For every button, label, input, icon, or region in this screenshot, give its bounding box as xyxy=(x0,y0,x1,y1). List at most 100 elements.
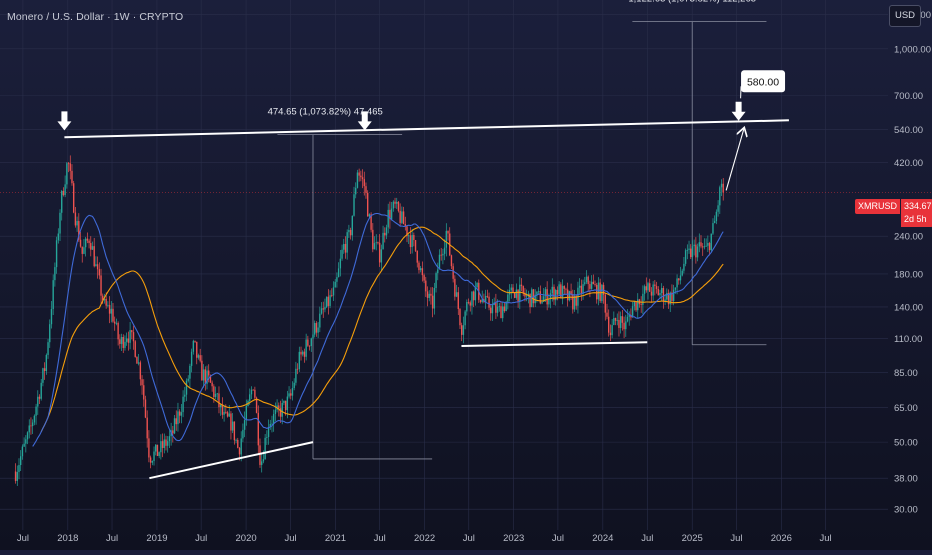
candle-body xyxy=(613,318,614,325)
candle-body xyxy=(73,183,74,212)
candle-body xyxy=(401,211,402,223)
x-tick-label: 2018 xyxy=(57,533,78,544)
candle-body xyxy=(581,286,582,294)
y-tick-label: 110.00 xyxy=(894,334,922,345)
candle-body xyxy=(179,411,180,415)
candle-body xyxy=(49,324,50,342)
candle-body xyxy=(68,163,69,164)
candle-body xyxy=(565,289,566,290)
candle-body xyxy=(678,278,679,280)
candle-body xyxy=(348,230,349,232)
candle-body xyxy=(32,422,33,426)
candle-body xyxy=(319,314,320,328)
candle-body xyxy=(555,290,556,300)
candle-body xyxy=(193,341,194,352)
candle-body xyxy=(194,341,195,342)
candle-body xyxy=(188,379,189,381)
candle-body xyxy=(430,294,431,296)
candle-body xyxy=(605,295,606,313)
candle-body xyxy=(230,414,231,431)
candle-body xyxy=(198,355,199,358)
candle-body xyxy=(408,235,409,236)
candle-body xyxy=(470,302,471,305)
candle-body xyxy=(283,401,284,403)
candle-body xyxy=(617,320,618,321)
candle-body xyxy=(399,211,400,223)
x-tick-label: Jul xyxy=(106,533,118,544)
candle-body xyxy=(622,316,623,323)
candle-body xyxy=(217,393,218,394)
currency-button[interactable]: USD xyxy=(889,5,921,27)
candle-body xyxy=(569,291,570,300)
candle-body xyxy=(258,413,259,445)
candle-body xyxy=(143,385,144,399)
candle-body xyxy=(302,352,303,355)
candle-body xyxy=(203,369,204,380)
x-tick-label: Jul xyxy=(195,533,207,544)
candle-body xyxy=(22,447,23,457)
candle-body xyxy=(331,295,332,296)
candle-body xyxy=(82,247,83,254)
candle-body xyxy=(282,403,283,417)
candle-body xyxy=(676,278,677,287)
x-tick-label: 2025 xyxy=(682,533,703,544)
candle-body xyxy=(152,461,153,463)
candle-body xyxy=(466,302,467,311)
candle-body xyxy=(695,245,696,258)
y-tick-label: 180.00 xyxy=(894,269,923,280)
candle-body xyxy=(129,330,130,343)
candle-body xyxy=(297,369,298,370)
candle-body xyxy=(93,246,94,266)
candle-body xyxy=(463,325,464,335)
candle-body xyxy=(164,439,165,447)
candle-body xyxy=(229,414,230,417)
candle-body xyxy=(177,411,178,424)
candle-body xyxy=(673,290,674,301)
candle-body xyxy=(109,305,110,314)
candle-body xyxy=(610,333,611,336)
candle-body xyxy=(136,357,137,364)
candle-body xyxy=(591,282,592,289)
candle-body xyxy=(386,227,387,235)
candle-body xyxy=(293,383,294,388)
candle-body xyxy=(27,432,28,439)
candle-body xyxy=(714,221,715,223)
y-tick-label: 30.00 xyxy=(894,505,918,516)
candle-body xyxy=(487,296,488,297)
candle-body xyxy=(458,292,459,309)
candle-body xyxy=(87,239,88,241)
candle-body xyxy=(90,243,91,250)
candle-body xyxy=(333,287,334,295)
candle-body xyxy=(254,390,255,398)
candle-body xyxy=(273,414,274,424)
candle-body xyxy=(189,366,190,379)
candle-body xyxy=(70,163,71,171)
candle-body xyxy=(148,438,149,457)
candle-body xyxy=(379,243,380,263)
candle-body xyxy=(235,440,236,441)
candle-body xyxy=(434,288,435,308)
candle-body xyxy=(367,193,368,217)
candle-body xyxy=(381,249,382,262)
candle-body xyxy=(138,362,139,363)
candle-body xyxy=(584,282,585,284)
candle-body xyxy=(661,288,662,293)
candle-body xyxy=(34,416,35,423)
candle-body xyxy=(292,388,293,396)
candle-body xyxy=(396,202,397,204)
x-tick-label: Jul xyxy=(463,533,475,544)
candle-body xyxy=(393,202,394,209)
candle-body xyxy=(640,304,641,305)
candle-body xyxy=(548,299,549,304)
candle-body xyxy=(95,264,96,266)
candle-body xyxy=(153,452,154,462)
candle-body xyxy=(75,213,76,226)
candle-body xyxy=(499,306,500,307)
x-tick-label: Jul xyxy=(730,533,742,544)
candle-body xyxy=(133,332,134,341)
candle-body xyxy=(59,213,60,234)
candle-body xyxy=(141,379,142,385)
candle-body xyxy=(15,471,16,481)
